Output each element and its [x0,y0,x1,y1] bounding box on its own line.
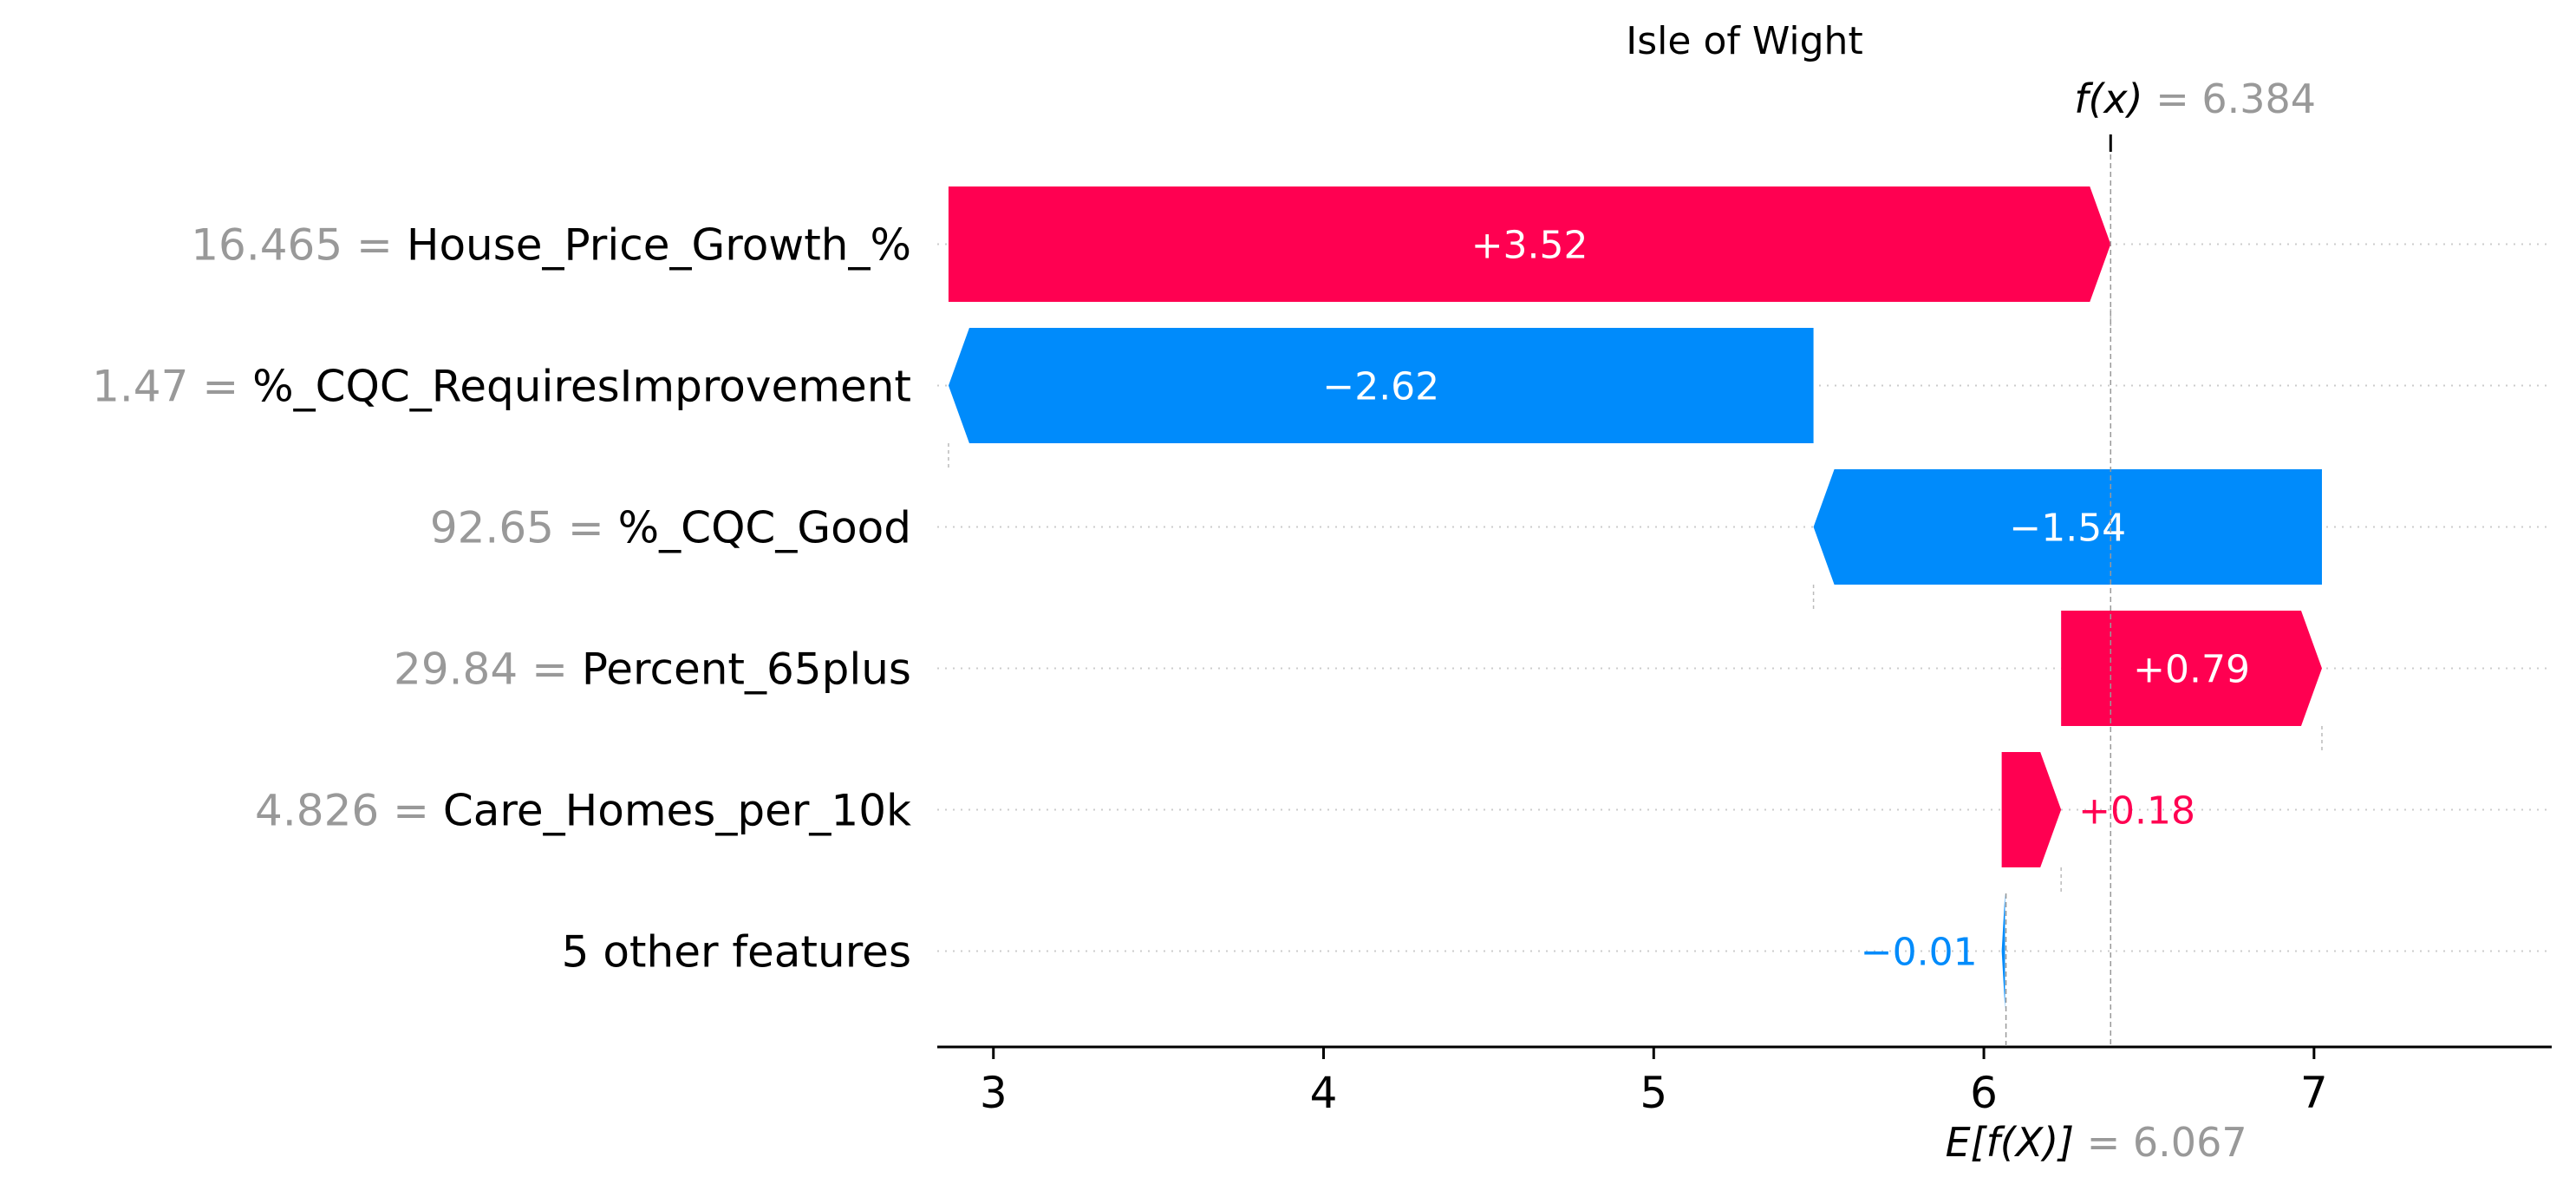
feature-value: 92.65 = [430,503,618,553]
feature-label: 29.84 = Percent_65plus [394,644,911,695]
bar-value-label: +3.52 [1471,224,1588,268]
x-axis: 3 4 5 6 7 [937,1045,2552,1118]
feature-value: 4.826 = [255,786,443,836]
feature-label: 1.47 = %_CQC_RequiresImprovement [92,362,911,412]
x-tick-label: 7 [2300,1068,2328,1118]
feature-label: 5 other features [562,927,911,978]
feature-value: 1.47 = [92,362,252,412]
bar-value-label: +0.79 [2133,648,2250,692]
bar-value-label: −1.54 [2009,507,2126,551]
feature-name: %_CQC_RequiresImprovement [252,362,911,412]
contribution-bar [2001,893,2005,1009]
contribution-bars: +3.52 −2.62 −1.54 +0.79 +0.18 −0.01 [948,186,2322,1009]
feature-name: Care_Homes_per_10k [443,786,911,836]
feature-label: 92.65 = %_CQC_Good [430,503,911,553]
base-value-label: E[f(X)] = 6.067 [1946,1119,2247,1166]
base-value-name: E[f(X)] [1946,1119,2075,1166]
feature-name: %_CQC_Good [618,503,911,553]
feature-value: 16.465 = [191,220,407,271]
contribution-bar [2001,752,2062,867]
feature-name: 5 other features [562,927,911,978]
feature-name: Percent_65plus [582,644,911,695]
x-tick-label: 4 [1310,1068,1338,1118]
bar-value-label: +0.18 [2078,789,2195,834]
chart-title: Isle of Wight [1626,19,1862,63]
feature-value: 29.84 = [394,644,582,695]
x-tick-label: 5 [1640,1068,1667,1118]
contribution-bar [948,186,2111,302]
x-tick-label: 3 [980,1068,1008,1118]
bar-value-label: −0.01 [1861,931,1978,975]
bar-value-label: −2.62 [1322,365,1439,409]
feature-label: 16.465 = House_Price_Growth_% [191,220,911,271]
feature-labels: 16.465 = House_Price_Growth_% 1.47 = %_CQ… [92,220,911,978]
output-value-name: f(x) [2074,75,2142,122]
output-value-number: = 6.384 [2143,75,2316,122]
contribution-bar [2061,611,2322,726]
contribution-bar [948,328,1814,443]
reference-markers: f(x) = 6.384 E[f(X)] = 6.067 [1946,75,2317,1166]
x-tick-label: 6 [1970,1068,1998,1118]
contribution-bar [1813,469,2322,585]
feature-name: House_Price_Growth_% [407,220,911,271]
base-value-number: = 6.067 [2074,1119,2247,1166]
feature-label: 4.826 = Care_Homes_per_10k [255,786,911,836]
output-value-label: f(x) = 6.384 [2074,75,2316,122]
